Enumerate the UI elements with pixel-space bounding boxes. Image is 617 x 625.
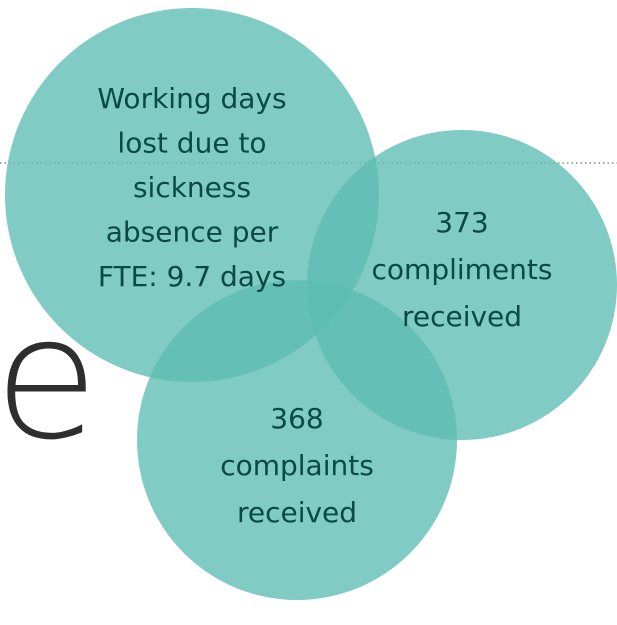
- circle-label: received: [402, 300, 522, 333]
- circle-label: FTE: 9.7 days: [98, 260, 286, 293]
- circle-label: 373: [435, 206, 488, 239]
- circle-label: Working days: [97, 82, 286, 115]
- circle-label: complaints: [220, 449, 374, 482]
- circle: [137, 280, 457, 600]
- circle-label: received: [237, 496, 357, 529]
- circle-label: lost due to: [117, 127, 266, 160]
- circle-label: compliments: [372, 253, 553, 286]
- circle-label: 368: [270, 402, 323, 435]
- circle-label: absence per: [106, 216, 279, 249]
- labels: Working days lost due to sickness absence p…: [97, 82, 552, 529]
- circle-label: sickness: [133, 171, 251, 204]
